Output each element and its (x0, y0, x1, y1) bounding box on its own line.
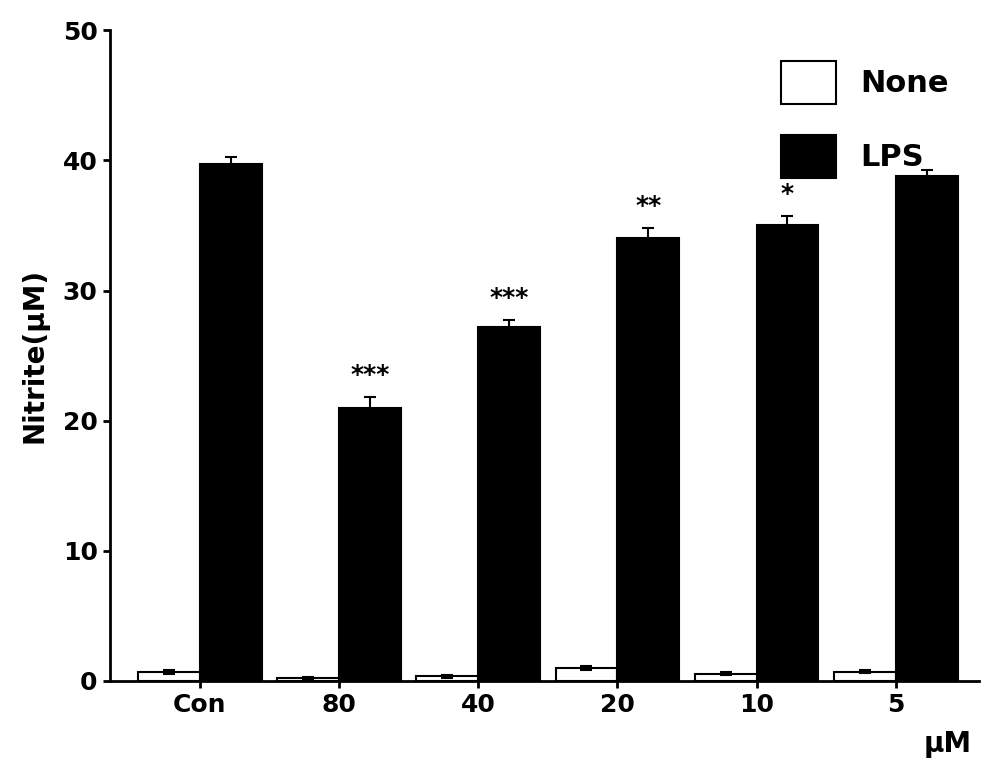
Bar (478, 327, 540, 680)
Bar (200, 164, 262, 680)
Text: ***: *** (489, 286, 529, 310)
Bar (277, 678, 339, 680)
Y-axis label: Nitrite(μM): Nitrite(μM) (21, 268, 49, 443)
Bar (556, 668, 617, 680)
Text: μM: μM (924, 730, 972, 758)
Bar (617, 239, 679, 680)
Bar (339, 408, 401, 680)
Bar (834, 672, 896, 680)
Text: ***: *** (350, 363, 390, 387)
Bar (138, 672, 200, 680)
Bar (416, 677, 478, 680)
Text: **: ** (635, 194, 661, 218)
Text: *: * (781, 182, 794, 206)
Bar (757, 226, 818, 680)
Legend: None, LPS: None, LPS (765, 46, 964, 193)
Bar (896, 176, 958, 680)
Bar (695, 673, 757, 680)
